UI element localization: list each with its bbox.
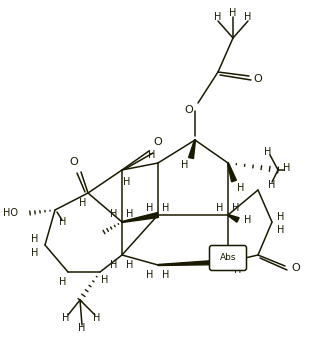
Polygon shape [189, 140, 196, 158]
Text: H: H [110, 260, 118, 270]
Polygon shape [227, 163, 236, 182]
Text: H: H [146, 203, 154, 213]
Text: H: H [59, 217, 67, 227]
Text: O: O [154, 137, 162, 147]
Text: H: H [162, 203, 170, 213]
Text: H: H [214, 12, 222, 22]
Text: O: O [292, 263, 301, 273]
Text: H: H [277, 225, 285, 235]
Text: H: H [181, 160, 189, 170]
Text: H: H [78, 323, 86, 333]
Text: O: O [185, 105, 193, 115]
Text: H: H [126, 209, 134, 219]
Text: H: H [126, 260, 134, 270]
Text: H: H [101, 275, 109, 285]
Text: H: H [93, 313, 101, 323]
Text: H: H [31, 248, 39, 258]
Text: H: H [31, 234, 39, 244]
Text: O: O [70, 157, 78, 167]
Text: H: H [229, 8, 237, 18]
Text: H: H [59, 277, 67, 287]
Polygon shape [122, 213, 158, 222]
Text: O: O [254, 74, 262, 84]
Text: H: H [237, 183, 245, 193]
Text: H: H [216, 203, 224, 213]
Polygon shape [228, 215, 239, 222]
Text: H: H [162, 270, 170, 280]
Text: H: H [79, 198, 87, 208]
Polygon shape [158, 259, 228, 265]
Text: H: H [244, 215, 252, 225]
Text: H: H [268, 180, 276, 190]
Text: H: H [234, 265, 242, 275]
Text: H: H [277, 212, 285, 222]
Text: H: H [110, 209, 118, 219]
Text: H: H [123, 177, 131, 187]
Text: HO: HO [3, 208, 18, 218]
Text: H: H [264, 147, 272, 157]
FancyBboxPatch shape [210, 245, 246, 270]
Text: H: H [62, 313, 70, 323]
Text: Abs: Abs [220, 253, 236, 263]
Text: H: H [283, 163, 291, 173]
Text: H: H [232, 203, 240, 213]
Text: H: H [146, 270, 154, 280]
Text: H: H [148, 150, 156, 160]
Text: H: H [244, 12, 252, 22]
